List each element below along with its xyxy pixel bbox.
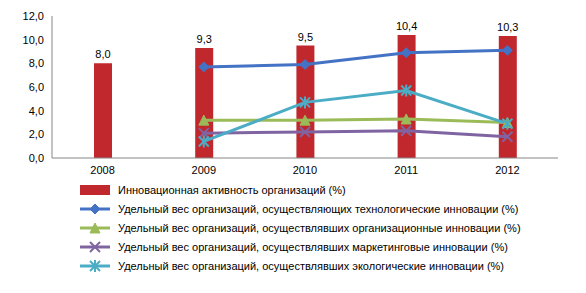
svg-text:8,0: 8,0	[95, 48, 110, 60]
html-text:Инновационная активность орган: Инновационная активность организаций (%)	[118, 183, 346, 196]
svg-text:2011: 2011	[394, 164, 418, 176]
svg-text:8,0: 8,0	[29, 57, 44, 69]
html-text:Удельный вес организаций, осущ: Удельный вес организаций, осуществлявших…	[118, 259, 504, 272]
svg-text:10,4: 10,4	[396, 20, 417, 32]
svg-text:9,3: 9,3	[197, 33, 212, 45]
svg-text:10,3: 10,3	[497, 21, 518, 33]
svg-text:2008: 2008	[90, 164, 114, 176]
svg-text:2012: 2012	[495, 164, 519, 176]
html-text:Удельный вес организаций, осущ: Удельный вес организаций, осуществлявших…	[118, 221, 521, 234]
svg-text:9,5: 9,5	[298, 31, 313, 43]
svg-text:12,0: 12,0	[23, 10, 44, 22]
svg-text:2009: 2009	[192, 164, 216, 176]
html-text:Удельный вес организаций, осущ: Удельный вес организаций, осуществлявших…	[118, 240, 508, 253]
html-text:Удельный вес организаций, осущ: Удельный вес организаций, осуществляющих…	[118, 202, 519, 215]
svg-text:0,0: 0,0	[29, 152, 44, 164]
svg-text:4,0: 4,0	[29, 105, 44, 117]
svg-text:6,0: 6,0	[29, 81, 44, 93]
svg-text:2010: 2010	[293, 164, 317, 176]
svg-text:2,0: 2,0	[29, 128, 44, 140]
svg-text:10,0: 10,0	[23, 34, 44, 46]
